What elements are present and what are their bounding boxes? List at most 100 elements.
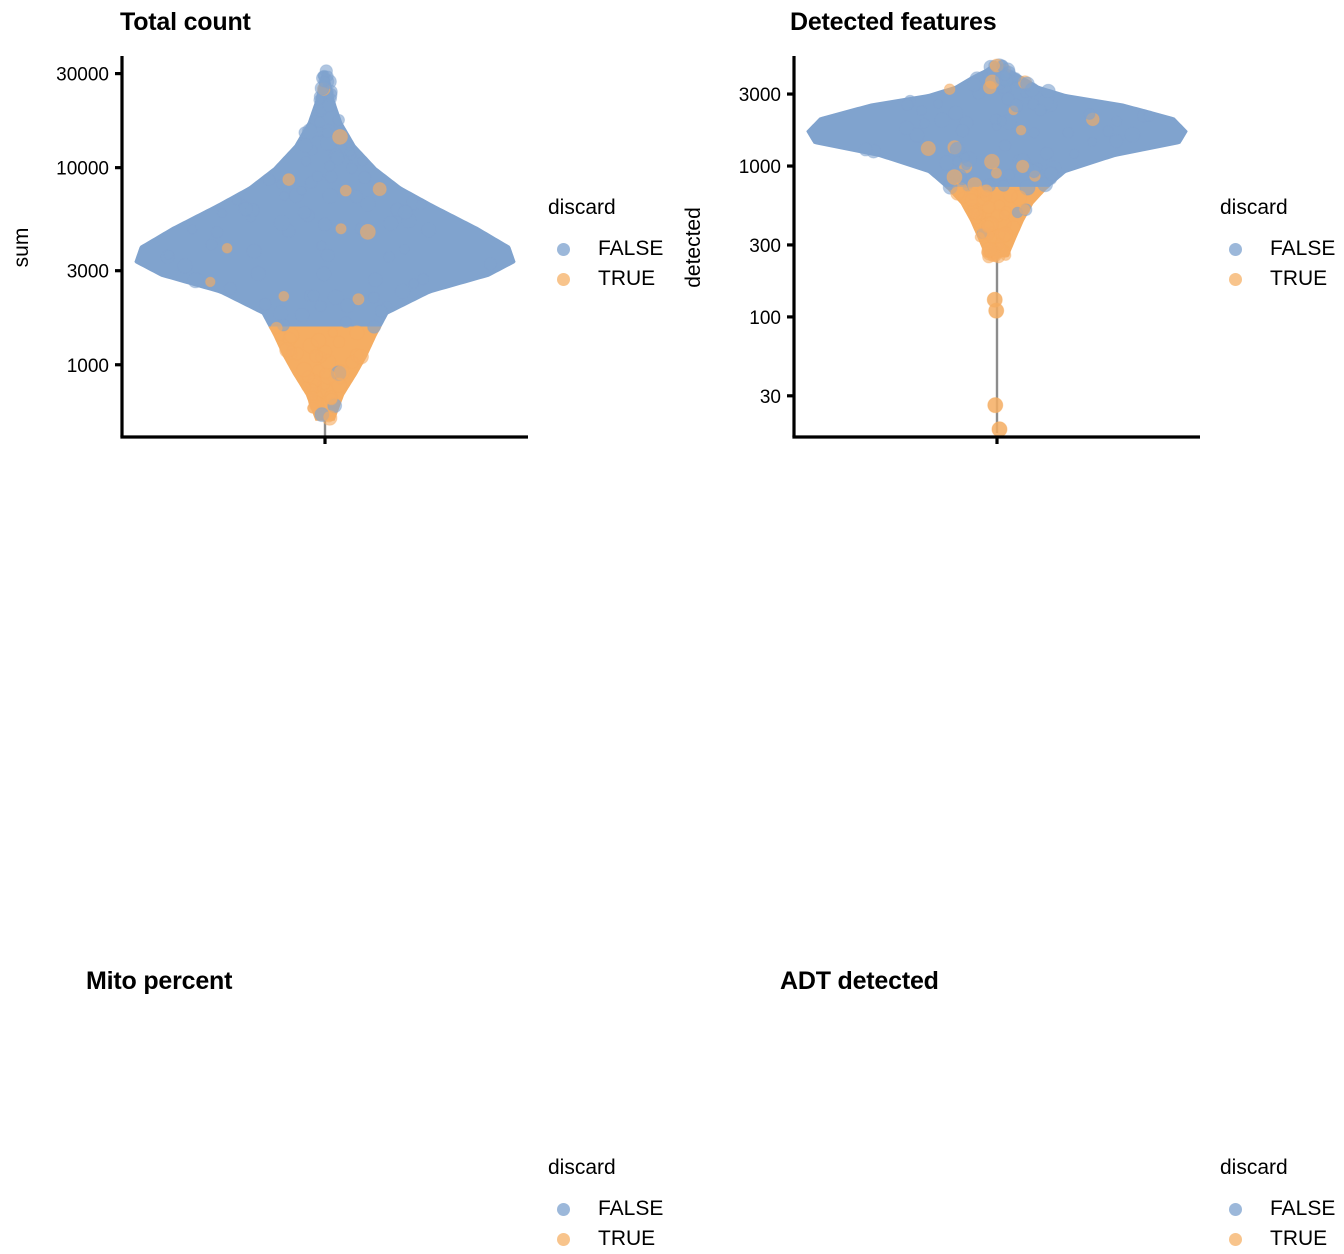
circle-marker-icon xyxy=(548,1202,578,1216)
data-point xyxy=(1028,126,1040,139)
data-point xyxy=(961,160,972,171)
circle-marker-icon xyxy=(1220,272,1250,286)
data-point xyxy=(416,272,430,286)
data-point xyxy=(349,189,364,204)
legend-swatch xyxy=(556,1202,570,1216)
data-point xyxy=(1027,164,1041,179)
data-point xyxy=(932,98,943,109)
data-point xyxy=(1062,126,1075,139)
data-point xyxy=(221,242,233,254)
panel-grid: Total count 1000 3000 10000 30000 sum discar… xyxy=(0,8,1335,1250)
legend-entry-true[interactable]: TRUE xyxy=(548,264,663,294)
y-tick-label: 300 xyxy=(749,236,781,257)
data-point xyxy=(1015,124,1027,136)
legend-entry-true[interactable]: TRUE xyxy=(1220,1224,1335,1254)
data-point xyxy=(344,146,355,158)
data-point xyxy=(947,105,964,121)
data-point xyxy=(163,249,174,260)
data-point xyxy=(331,377,347,393)
data-point xyxy=(415,198,427,211)
data-point xyxy=(307,401,320,414)
legend-label: TRUE xyxy=(598,1227,656,1250)
panel-title-adt-detected: ADT detected xyxy=(780,967,939,995)
data-point xyxy=(325,392,338,406)
data-point xyxy=(357,170,372,185)
data-point xyxy=(307,289,320,302)
data-point xyxy=(943,83,956,96)
data-point xyxy=(294,307,310,323)
legend-entry-false[interactable]: FALSE xyxy=(1220,1194,1335,1224)
data-point xyxy=(187,272,204,289)
y-axis-title: detected xyxy=(682,207,705,288)
data-point xyxy=(316,240,327,252)
legend-entry-false[interactable]: FALSE xyxy=(548,1194,663,1224)
data-point xyxy=(187,224,198,235)
data-point xyxy=(279,190,290,202)
legend-label: TRUE xyxy=(1270,1227,1328,1250)
legend-label: FALSE xyxy=(598,237,664,260)
data-point xyxy=(205,238,218,251)
legend-entry-true[interactable]: TRUE xyxy=(1220,264,1335,294)
y-tick-label: 100 xyxy=(749,308,781,329)
panel-title-total-count: Total count xyxy=(120,8,251,36)
data-point xyxy=(283,327,300,344)
data-point xyxy=(949,141,965,157)
data-point xyxy=(301,123,318,139)
legend-swatch xyxy=(556,1232,570,1246)
data-point xyxy=(273,214,291,232)
data-point xyxy=(353,348,369,365)
data-point xyxy=(408,278,420,290)
data-point xyxy=(374,304,388,318)
data-point xyxy=(324,170,338,184)
y-tick-label: 3000 xyxy=(67,262,109,283)
data-point xyxy=(1102,125,1114,138)
data-point xyxy=(1001,92,1015,106)
circle-marker-icon xyxy=(1220,1202,1250,1216)
data-point xyxy=(367,319,381,334)
data-point xyxy=(310,332,327,349)
data-point xyxy=(262,173,276,187)
data-point xyxy=(314,300,327,313)
outlier-point xyxy=(987,397,1004,414)
data-point xyxy=(270,321,283,335)
y-tick-label: 30 xyxy=(760,387,781,408)
data-point xyxy=(360,196,377,213)
data-point xyxy=(367,272,383,288)
data-point xyxy=(383,215,399,232)
data-point xyxy=(1040,83,1056,99)
data-point xyxy=(981,220,995,234)
data-point xyxy=(321,127,333,139)
data-point xyxy=(1124,126,1141,143)
data-point xyxy=(1019,179,1036,196)
y-tick-label: 3000 xyxy=(739,85,781,106)
data-point xyxy=(981,241,998,258)
data-point xyxy=(997,226,1014,242)
data-point xyxy=(205,276,216,288)
data-point xyxy=(420,222,437,238)
data-point xyxy=(934,112,950,129)
legend-label: FALSE xyxy=(1270,237,1336,260)
data-point xyxy=(996,115,1008,127)
data-point xyxy=(397,204,413,220)
circle-marker-icon xyxy=(1220,1232,1250,1246)
y-tick-label: 10000 xyxy=(56,159,109,180)
data-point xyxy=(1143,110,1155,122)
legend-entry-false[interactable]: FALSE xyxy=(548,234,663,264)
data-point xyxy=(997,179,1010,192)
outlier-point xyxy=(988,302,1005,319)
data-point xyxy=(258,297,272,311)
data-point xyxy=(319,64,333,78)
legend-entry-true[interactable]: TRUE xyxy=(548,1224,663,1254)
legend-swatch xyxy=(556,242,570,256)
data-point xyxy=(250,265,267,282)
data-point xyxy=(301,381,312,392)
legend: discard FALSE TRUE xyxy=(548,1156,663,1254)
legend-entries: FALSE TRUE xyxy=(1220,234,1335,294)
chart-panel-mito-percent: Mito percent 0255075subsets_Mito_percent… xyxy=(0,480,672,1250)
panel-title-detected-features: Detected features xyxy=(790,8,997,36)
legend-entry-false[interactable]: FALSE xyxy=(1220,234,1335,264)
legend-label: TRUE xyxy=(598,267,656,290)
legend-label: TRUE xyxy=(1270,267,1328,290)
data-point xyxy=(1109,134,1124,149)
data-point xyxy=(990,167,1003,179)
